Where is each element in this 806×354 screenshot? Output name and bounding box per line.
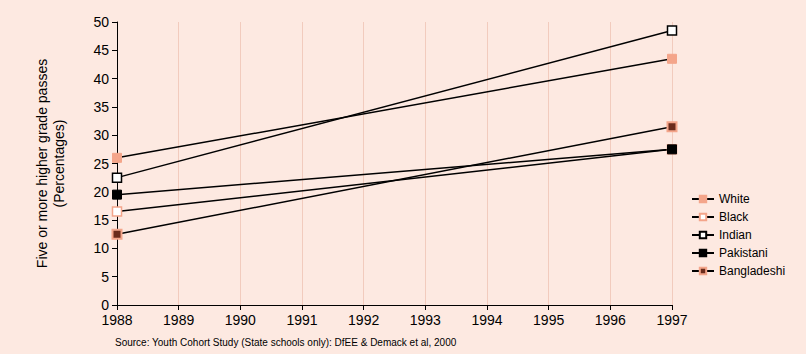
svg-text:1994: 1994: [471, 312, 502, 328]
svg-text:25: 25: [93, 156, 109, 172]
svg-text:Five or more higher grade pass: Five or more higher grade passes: [34, 59, 50, 268]
svg-text:1995: 1995: [533, 312, 564, 328]
svg-text:15: 15: [93, 212, 109, 228]
svg-text:0: 0: [101, 297, 109, 313]
svg-text:1989: 1989: [163, 312, 194, 328]
svg-text:Black: Black: [719, 210, 749, 224]
svg-text:1996: 1996: [595, 312, 626, 328]
svg-text:(Percentages): (Percentages): [51, 120, 67, 208]
svg-text:1988: 1988: [101, 312, 132, 328]
svg-text:Indian: Indian: [719, 228, 752, 242]
svg-text:1997: 1997: [656, 312, 687, 328]
svg-text:1990: 1990: [225, 312, 256, 328]
svg-text:White: White: [719, 192, 750, 206]
svg-text:5: 5: [101, 269, 109, 285]
svg-text:1992: 1992: [348, 312, 379, 328]
svg-text:45: 45: [93, 42, 109, 58]
svg-text:20: 20: [93, 184, 109, 200]
svg-text:35: 35: [93, 99, 109, 115]
svg-text:1991: 1991: [286, 312, 317, 328]
svg-text:50: 50: [93, 14, 109, 30]
svg-text:Source: Youth Cohort Study (St: Source: Youth Cohort Study (State school…: [115, 337, 457, 348]
svg-text:30: 30: [93, 127, 109, 143]
svg-text:40: 40: [93, 71, 109, 87]
svg-text:10: 10: [93, 240, 109, 256]
svg-text:Pakistani: Pakistani: [719, 246, 768, 260]
svg-text:Bangladeshi: Bangladeshi: [719, 264, 785, 278]
svg-text:1993: 1993: [410, 312, 441, 328]
